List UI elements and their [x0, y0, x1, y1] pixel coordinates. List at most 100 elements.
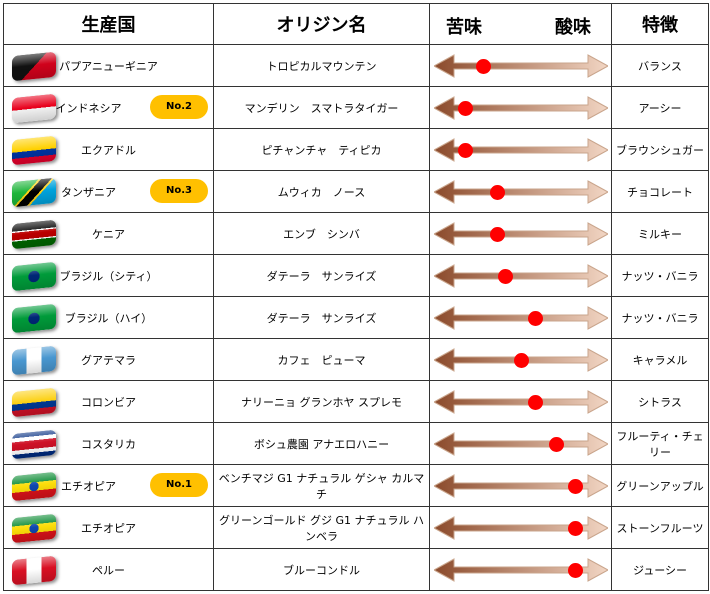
- taste-arrow-icon: [434, 264, 608, 288]
- country-name: エチオピア: [81, 521, 136, 535]
- taste-arrow-icon: [434, 432, 608, 456]
- table-row: タンザニア No.3 ムウィカ ノース チョコレート: [3, 170, 709, 213]
- origin-name: マンデリン スマトラタイガー: [213, 86, 430, 129]
- taste-level-marker: [489, 185, 505, 200]
- taste-arrow-icon: [434, 138, 608, 162]
- table-row: エチオピア No.1 ベンチマジ G1 ナチュラル ゲシャ カルマチ グリーンアップル: [3, 464, 709, 507]
- country-cell: タンザニア No.3: [3, 170, 214, 213]
- feature-text: シトラス: [611, 380, 709, 423]
- taste-level-marker: [527, 395, 543, 410]
- table-row: パプアニューギニア トロピカルマウンテン バランス: [3, 44, 709, 87]
- feature-text: キャラメル: [611, 338, 709, 381]
- taste-level-marker: [548, 437, 564, 452]
- origin-name: グリーンゴールド グジ G1 ナチュラル ハンベラ: [213, 506, 430, 549]
- country-name: ケニア: [92, 227, 125, 241]
- header-taste-scale: 苦味 酸味: [429, 3, 612, 45]
- taste-arrow-icon: [434, 96, 608, 120]
- origin-name: エンブ シンバ: [213, 212, 430, 255]
- tanzania-flag-icon: [12, 177, 56, 208]
- taste-level-marker: [458, 143, 474, 158]
- table-row: コロンビア ナリーニョ グランホヤ スプレモ シトラス: [3, 380, 709, 423]
- country-name: エチオピア: [61, 479, 116, 493]
- country-cell: エチオピア: [3, 506, 214, 549]
- rank-badge: No.1: [150, 473, 208, 497]
- feature-text: ナッツ・バニラ: [611, 254, 709, 297]
- taste-scale-cell: [429, 296, 612, 339]
- feature-text: ジューシー: [611, 548, 709, 591]
- feature-text: フルーティ・チェリー: [611, 422, 709, 465]
- feature-text: ブラウンシュガー: [611, 128, 709, 171]
- country-cell: コスタリカ: [3, 422, 214, 465]
- peru-flag-icon: [12, 555, 56, 586]
- ethiopia-flag-icon: [12, 471, 56, 502]
- country-name: インドネシア: [55, 101, 122, 115]
- taste-level-marker: [567, 479, 583, 494]
- taste-scale-cell: [429, 254, 612, 297]
- taste-scale-cell: [429, 380, 612, 423]
- table-row: エクアドル ピチャンチャ ティピカ ブラウンシュガー: [3, 128, 709, 171]
- country-cell: ブラジル（シティ）: [3, 254, 214, 297]
- header-bitter: 苦味: [446, 17, 482, 38]
- country-name: パプアニューギニア: [59, 59, 158, 73]
- country-cell: コロンビア: [3, 380, 214, 423]
- taste-scale-cell: [429, 44, 612, 87]
- header-country: 生産国: [3, 3, 214, 45]
- country-name: ペルー: [92, 563, 125, 577]
- table-row: インドネシア No.2 マンデリン スマトラタイガー アーシー: [3, 86, 709, 129]
- indonesia-flag-icon: [12, 93, 56, 124]
- taste-scale-cell: [429, 464, 612, 507]
- taste-arrow-icon: [434, 390, 608, 414]
- guatemala-flag-icon: [12, 345, 56, 376]
- table-row: グアテマラ カフェ ピューマ キャラメル: [3, 338, 709, 381]
- taste-level-marker: [567, 521, 583, 536]
- taste-scale-cell: [429, 170, 612, 213]
- feature-text: ナッツ・バニラ: [611, 296, 709, 339]
- country-name: コロンビア: [81, 395, 136, 409]
- origin-name: ムウィカ ノース: [213, 170, 430, 213]
- taste-arrow-icon: [434, 222, 608, 246]
- taste-level-marker: [498, 269, 514, 284]
- taste-level-marker: [567, 563, 583, 578]
- taste-level-marker: [489, 227, 505, 242]
- feature-text: チョコレート: [611, 170, 709, 213]
- header-row: 生産国 オリジン名 苦味 酸味 特徴: [3, 3, 709, 45]
- taste-arrow-icon: [434, 180, 608, 204]
- header-origin: オリジン名: [213, 3, 430, 45]
- origin-name: カフェ ピューマ: [213, 338, 430, 381]
- taste-level-marker: [514, 353, 529, 368]
- taste-scale-cell: [429, 128, 612, 171]
- feature-text: ミルキー: [611, 212, 709, 255]
- brazil-flag-icon: [12, 303, 56, 334]
- taste-level-marker: [527, 311, 543, 326]
- table-row: コスタリカ ボシュ農園 アナエロハニー フルーティ・チェリー: [3, 422, 709, 465]
- taste-arrow-icon: [434, 474, 608, 498]
- table-row: ペルー ブルーコンドル ジューシー: [3, 548, 709, 591]
- origin-name: ナリーニョ グランホヤ スプレモ: [213, 380, 430, 423]
- origin-name: ダテーラ サンライズ: [213, 296, 430, 339]
- country-name: ブラジル（シティ）: [59, 269, 158, 283]
- taste-arrow-icon: [434, 54, 608, 78]
- coffee-origin-table: 生産国 オリジン名 苦味 酸味 特徴 パプアニューギニア トロピカルマウンテン バラ…: [3, 3, 709, 591]
- country-cell: ペルー: [3, 548, 214, 591]
- country-name: タンザニア: [61, 185, 116, 199]
- feature-text: バランス: [611, 44, 709, 87]
- country-cell: グアテマラ: [3, 338, 214, 381]
- origin-name: ピチャンチャ ティピカ: [213, 128, 430, 171]
- feature-text: アーシー: [611, 86, 709, 129]
- taste-scale-cell: [429, 338, 612, 381]
- table-row: ケニア エンブ シンバ ミルキー: [3, 212, 709, 255]
- header-acidity: 酸味: [555, 17, 591, 38]
- taste-level-marker: [475, 59, 491, 74]
- rank-badge: No.2: [150, 95, 208, 119]
- table-row: エチオピア グリーンゴールド グジ G1 ナチュラル ハンベラ ストーンフルーツ: [3, 506, 709, 549]
- costa-rica-flag-icon: [12, 429, 56, 460]
- taste-scale-cell: [429, 506, 612, 549]
- country-cell: エチオピア No.1: [3, 464, 214, 507]
- country-cell: エクアドル: [3, 128, 214, 171]
- colombia-flag-icon: [12, 387, 56, 418]
- country-name: エクアドル: [81, 143, 136, 157]
- country-name: ブラジル（ハイ）: [64, 311, 153, 325]
- country-cell: ブラジル（ハイ）: [3, 296, 214, 339]
- feature-text: ストーンフルーツ: [611, 506, 709, 549]
- kenya-flag-icon: [12, 219, 56, 250]
